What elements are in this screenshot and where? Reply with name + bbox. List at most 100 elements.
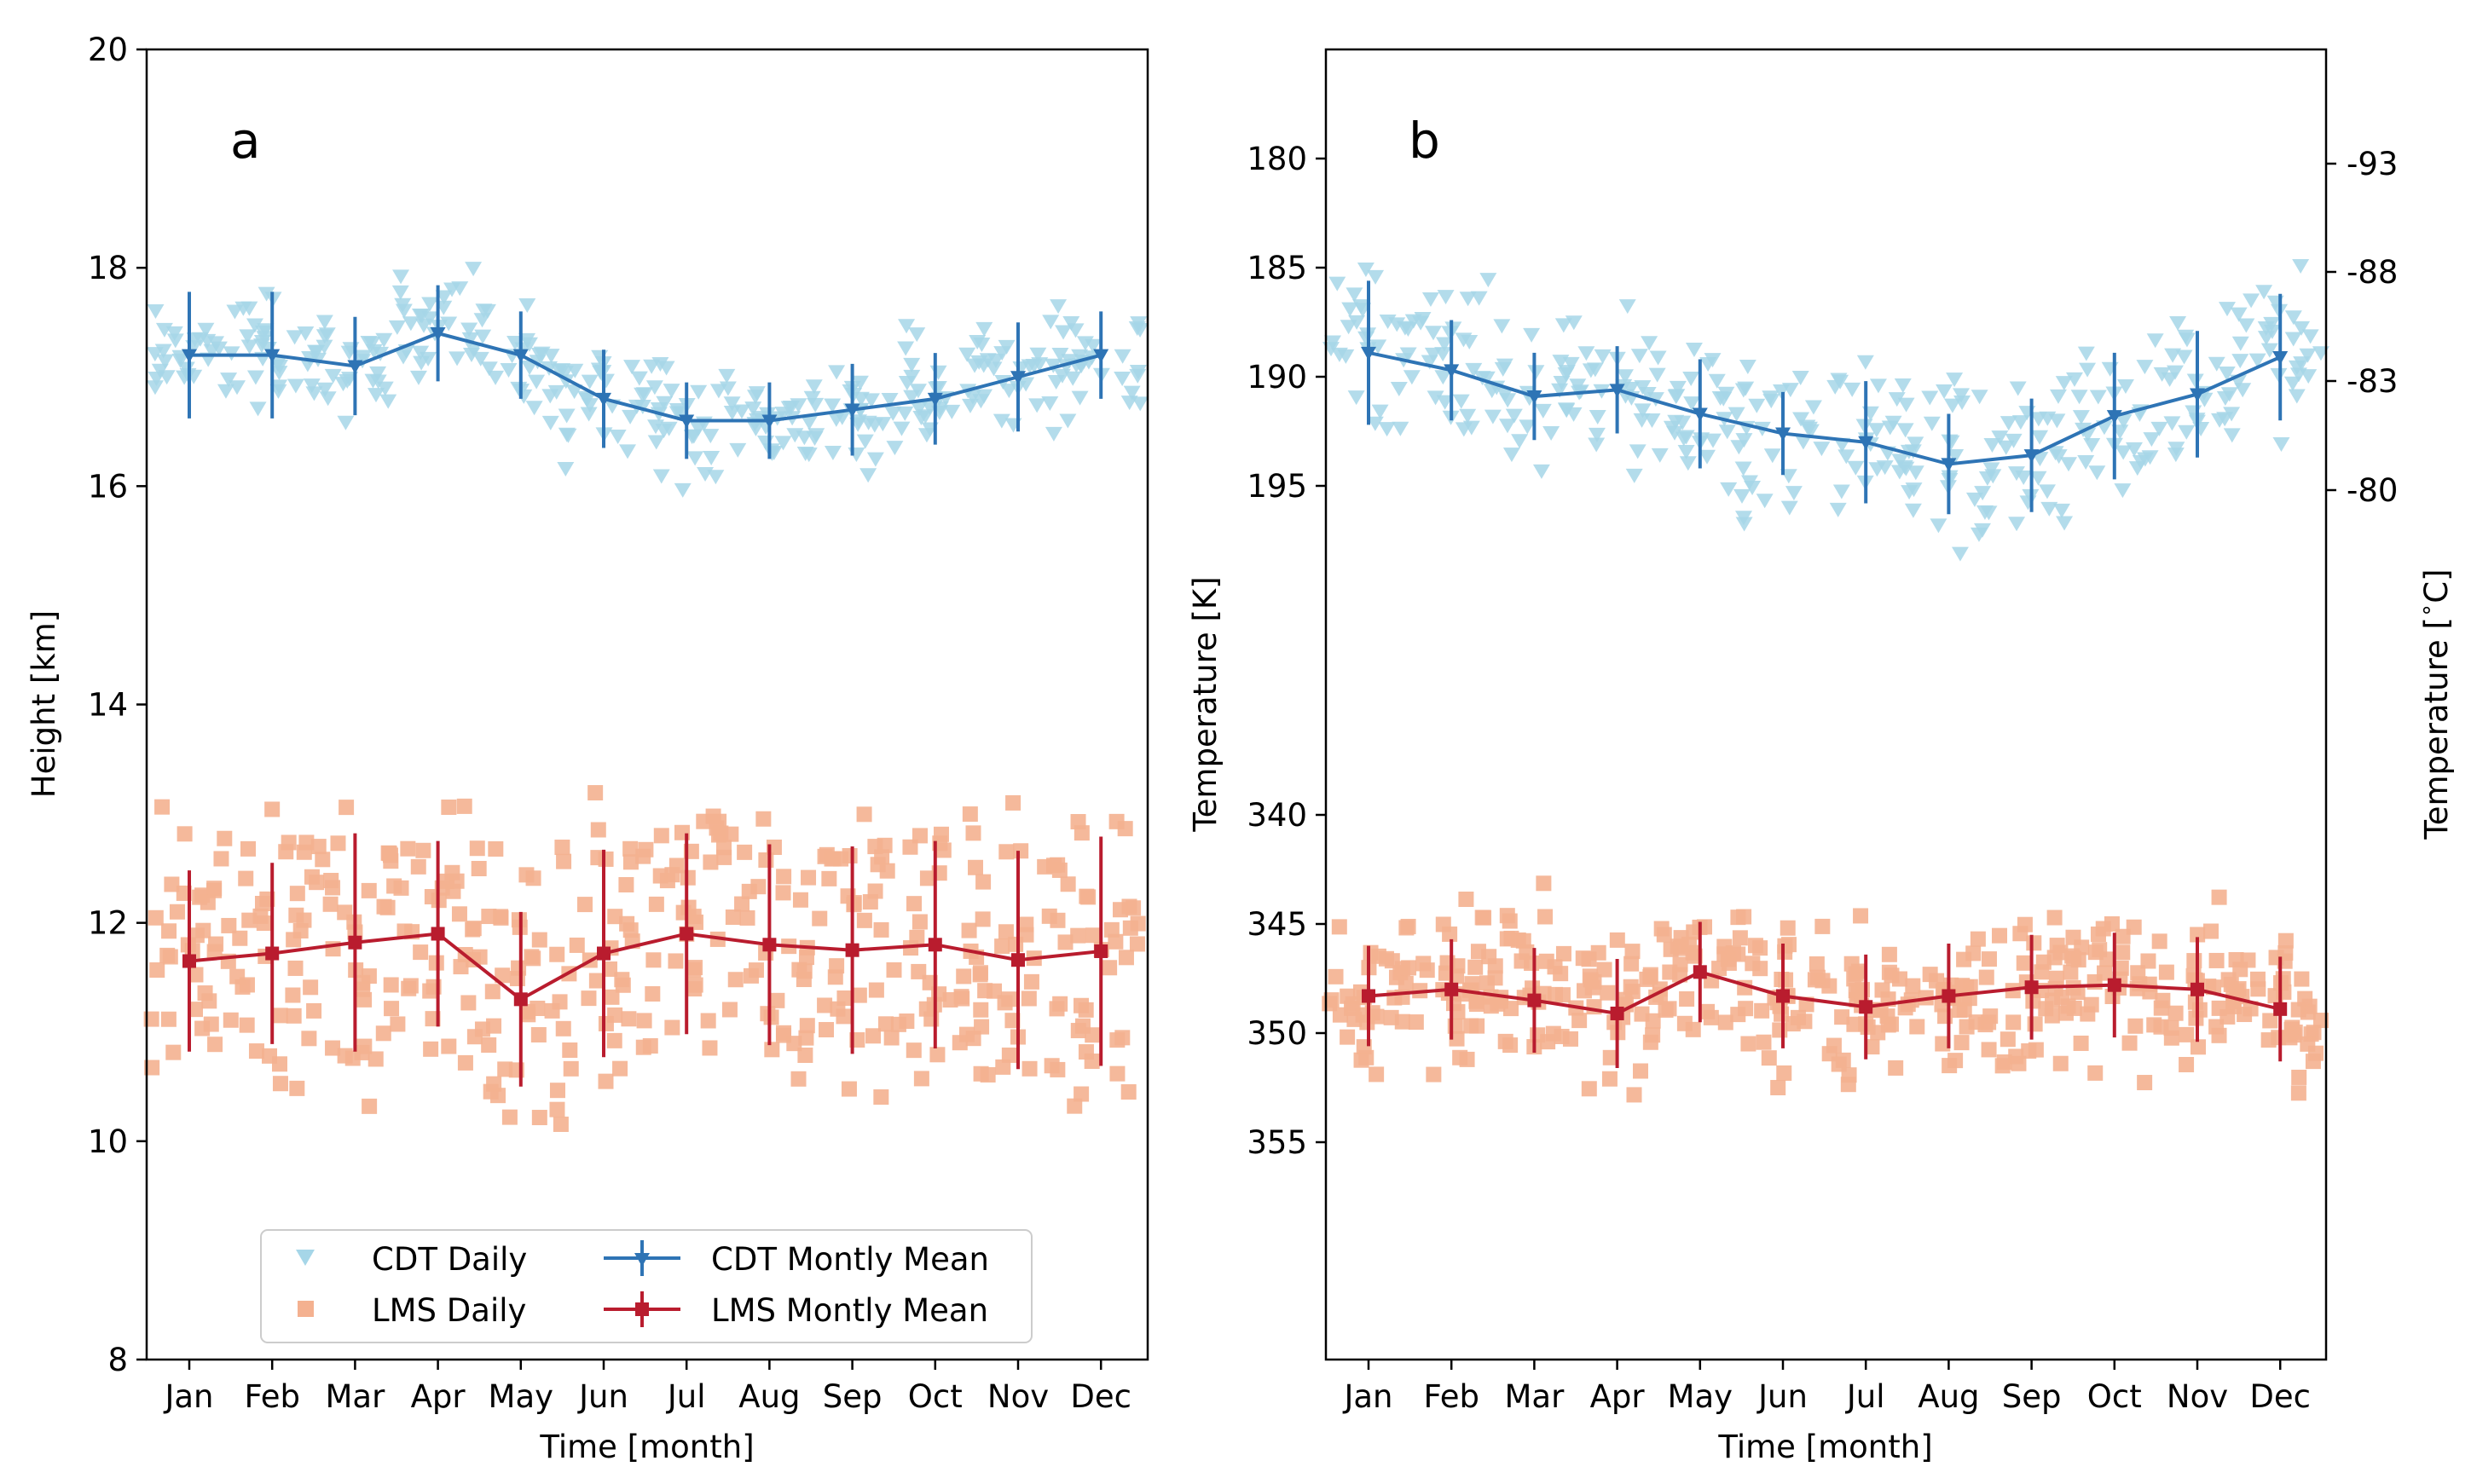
lms-daily-point (796, 972, 812, 988)
lms-daily-point (410, 858, 426, 875)
y-tick-right-label: -83 (2347, 363, 2398, 400)
cdt-daily-point (1045, 426, 1062, 442)
cdt-daily-point (1071, 390, 1089, 406)
cdt-daily-point (1868, 462, 1886, 477)
lms-mean-marker (1527, 993, 1542, 1008)
cdt-daily-point (435, 290, 453, 305)
cdt-daily-point (556, 366, 574, 381)
lms-daily-point (968, 859, 984, 875)
cdt-daily-point (1551, 383, 1569, 398)
cdt-daily-point (1076, 336, 1094, 351)
y-tick-label: 355 (1247, 1124, 1307, 1161)
lms-daily-point (549, 1083, 565, 1099)
lms-daily-point (1538, 953, 1554, 969)
cdt-daily-point (1392, 421, 1409, 436)
lms-daily-point (737, 844, 753, 860)
cdt-daily-point (1943, 398, 1961, 413)
legend-lms-mean-marker (635, 1302, 649, 1316)
cdt-daily-point (257, 323, 275, 338)
lms-daily-point (481, 1037, 497, 1054)
panel-b-xlabel: Time [month] (1717, 1429, 1932, 1465)
cdt-daily-point (2208, 356, 2225, 372)
cdt-daily-point (1366, 416, 1384, 431)
lms-daily-point (1553, 966, 1569, 982)
lms-daily-point (912, 828, 928, 844)
lms-mean-marker (1610, 1006, 1624, 1020)
panel-b-label: b (1409, 112, 1440, 170)
lms-daily-point (549, 946, 565, 962)
lms-daily-point (303, 979, 319, 996)
lms-daily-point (801, 869, 817, 886)
lms-daily-point (1426, 1066, 1442, 1083)
cdt-daily-point (908, 327, 926, 343)
cdt-daily-point (1324, 335, 1342, 350)
cdt-daily-point (2055, 376, 2073, 391)
cdt-daily-point (1588, 427, 1606, 442)
x-tick-label: Nov (2167, 1378, 2228, 1415)
cdt-daily-point (1921, 390, 1939, 406)
cdt-daily-point (246, 370, 264, 385)
lms-daily-point (200, 894, 216, 910)
lms-daily-point (1074, 1086, 1090, 1102)
cdt-daily-point (1496, 358, 1513, 373)
cdt-daily-point (472, 351, 489, 367)
lms-daily-point (177, 826, 193, 842)
lms-daily-point (337, 904, 353, 921)
cdt-daily-point (308, 344, 326, 360)
lms-daily-point (206, 944, 223, 960)
cdt-daily-point (375, 332, 393, 348)
lms-mean-marker (348, 935, 362, 950)
cdt-daily-point (2000, 416, 2017, 431)
cdt-daily-point (473, 313, 491, 328)
lms-daily-point (553, 1116, 569, 1132)
cdt-daily-point (1357, 262, 1375, 277)
cdt-daily-point (165, 326, 183, 341)
lms-mean-line (1368, 970, 2281, 1016)
cdt-daily-point (337, 415, 355, 430)
cdt-daily-point (759, 407, 777, 422)
cdt-daily-point (1502, 448, 1520, 463)
cdt-daily-point (663, 384, 680, 399)
cdt-daily-point (1869, 378, 1887, 394)
lms-daily-point (1653, 921, 1670, 937)
lms-daily-point (799, 1018, 815, 1034)
cdt-daily-point (2301, 329, 2319, 344)
lms-mean-marker (1444, 982, 1459, 996)
y-tick-label: 10 (88, 1123, 128, 1160)
lms-daily-point (1909, 1019, 1925, 1035)
lms-daily-point (700, 1013, 716, 1029)
lms-daily-point (287, 960, 304, 976)
lms-daily-point (598, 1073, 614, 1089)
lms-daily-point (221, 917, 237, 933)
lms-daily-point (1981, 1042, 1997, 1058)
x-tick-label: Feb (1423, 1378, 1479, 1415)
lms-daily-point (2115, 928, 2131, 944)
cdt-daily-point (379, 394, 397, 409)
cdt-daily-point (1588, 437, 1606, 453)
lms-daily-point (449, 873, 465, 889)
cdt-daily-point (824, 398, 842, 413)
lms-daily-point (355, 981, 371, 997)
x-tick-label: Jul (666, 1378, 706, 1415)
cdt-daily-point (2223, 407, 2241, 422)
cdt-daily-point (1800, 421, 1818, 436)
cdt-daily-point (2231, 354, 2249, 369)
cdt-daily-point (460, 322, 478, 338)
cdt-daily-point (474, 329, 492, 344)
lms-daily-point (1435, 916, 1451, 933)
lms-daily-point (325, 1040, 341, 1056)
cdt-daily-point (1484, 409, 1502, 424)
lms-daily-point (2284, 1019, 2300, 1036)
lms-daily-point (362, 1098, 378, 1114)
lms-daily-point (556, 853, 572, 869)
cdt-daily-point (1505, 408, 1523, 424)
cdt-daily-point (1424, 326, 1442, 341)
cdt-daily-point (286, 330, 304, 345)
cdt-daily-point (866, 452, 884, 467)
cdt-daily-point (565, 384, 583, 400)
lms-daily-point (164, 876, 180, 892)
lms-daily-point (2140, 953, 2156, 969)
lms-mean-marker (928, 938, 942, 952)
lms-mean-marker (762, 938, 777, 952)
panel-a-daily-points (143, 262, 1149, 1132)
